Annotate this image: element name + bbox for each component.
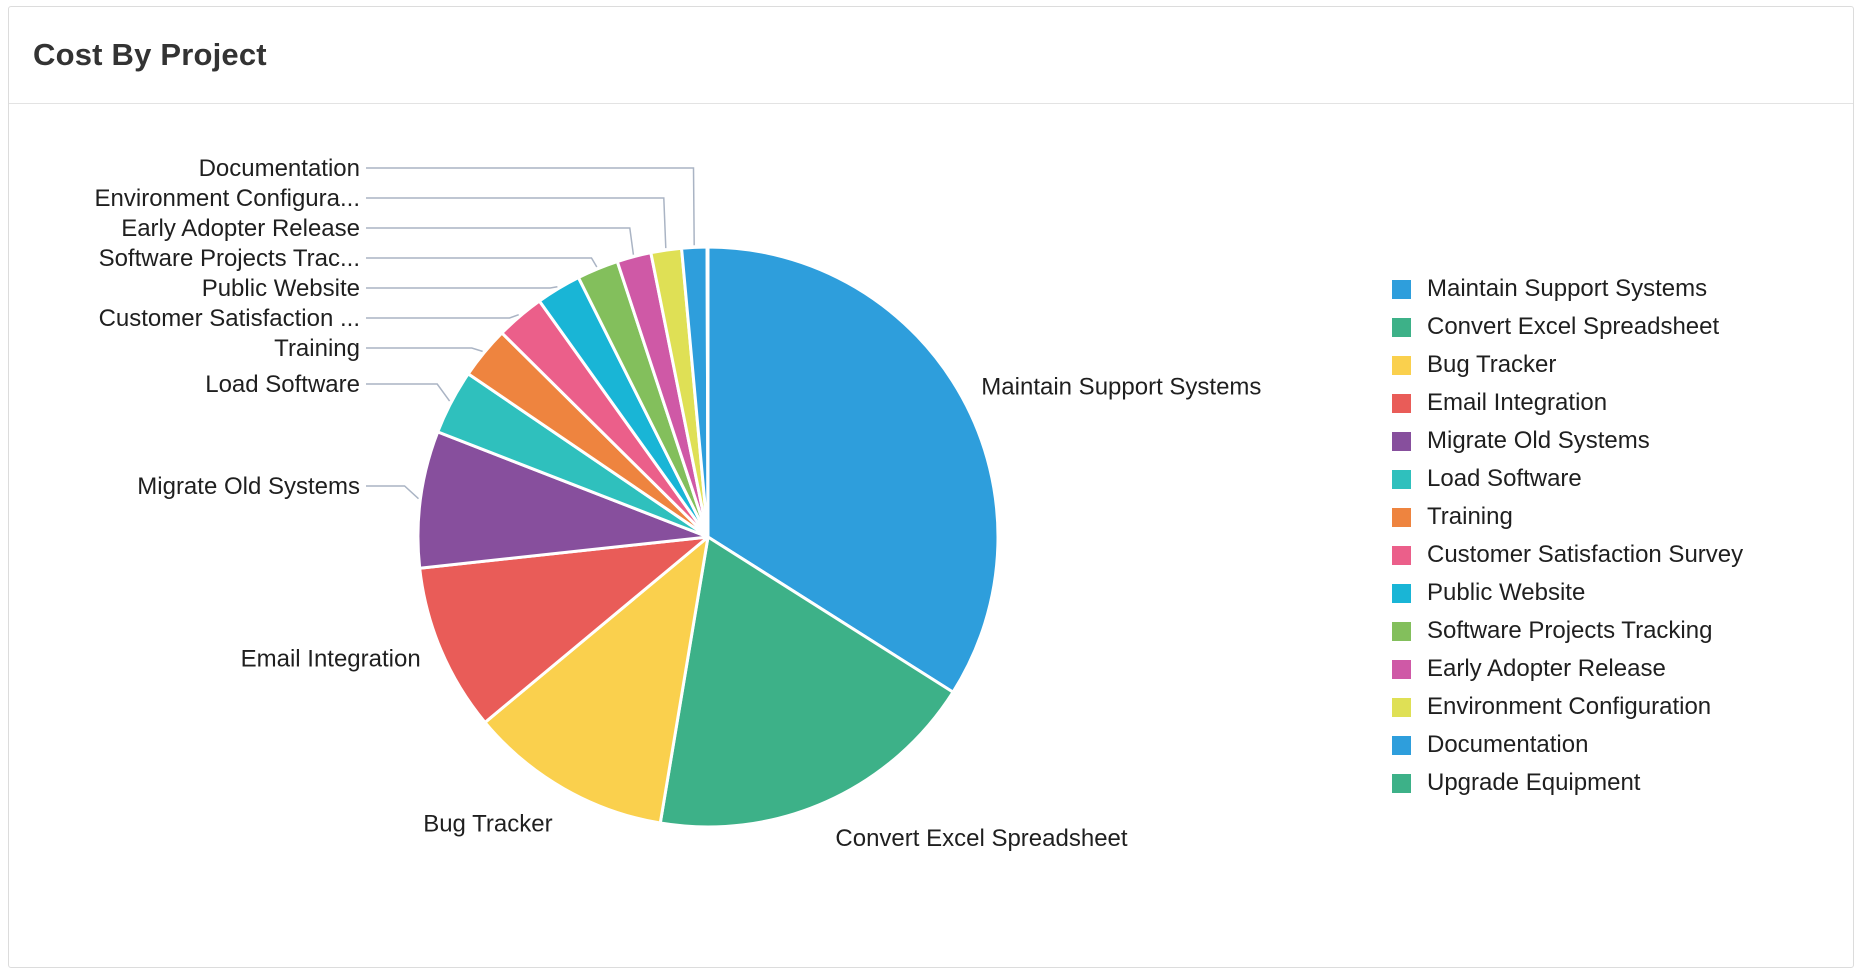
panel-title: Cost By Project [33,37,267,72]
legend-swatch [1392,621,1411,641]
pie-callouts: Maintain Support Systems Convert Excel Sp… [95,155,1262,852]
legend-item-upgrade-equipment[interactable]: Upgrade Equipment [1392,764,1743,802]
slice-label-bug-tracker: Bug Tracker [423,811,552,838]
legend-label: Maintain Support Systems [1427,275,1708,302]
legend-swatch [1392,393,1411,413]
legend-item-email-integration[interactable]: Email Integration [1392,384,1743,422]
legend-swatch [1392,507,1411,527]
legend-swatch [1392,431,1411,451]
callout-line-early-adopter-release [366,227,635,255]
legend-swatch [1392,583,1411,603]
callout-line-load-software [366,383,451,402]
legend-label: Public Website [1427,579,1586,606]
callout-line-software-projects-tracking [366,257,598,268]
slice-label-email-integration: Email Integration [241,646,421,673]
legend-item-bug-tracker[interactable]: Bug Tracker [1392,346,1743,384]
chart-legend: Maintain Support Systems Convert Excel Sp… [1392,270,1743,802]
legend-swatch [1392,469,1411,489]
pie-slice-email-integration[interactable] [418,535,710,724]
pie-slice-upgrade-equipment[interactable] [705,245,710,539]
callout-line-documentation [366,167,695,246]
pie-slice-maintain-support-systems[interactable] [706,245,1000,694]
callout-line-training [366,347,483,353]
legend-label: Customer Satisfaction Survey [1427,541,1744,568]
legend-label: Early Adopter Release [1427,655,1666,682]
slice-label-software-projects-tracking: Software Projects Trac... [99,245,360,272]
legend-label: Email Integration [1427,389,1608,416]
legend-item-load-software[interactable]: Load Software [1392,460,1743,498]
callout-line-migrate-old-systems [366,485,420,500]
slice-label-migrate-old-systems: Migrate Old Systems [137,473,360,500]
callout-line-public-website [366,286,558,289]
slice-label-training: Training [274,335,360,362]
legend-swatch [1392,317,1411,337]
legend-swatch [1392,697,1411,717]
pie-slice-migrate-old-systems[interactable] [416,430,710,570]
legend-label: Load Software [1427,465,1582,492]
slice-label-convert-excel-spreadsheet: Convert Excel Spreadsheet [835,825,1127,852]
legend-swatch [1392,355,1411,375]
legend-label: Training [1427,503,1513,530]
legend-item-public-website[interactable]: Public Website [1392,574,1743,612]
slice-label-load-software: Load Software [205,371,360,398]
legend-swatch [1392,773,1411,793]
callout-line-environment-configuration [366,197,667,249]
legend-item-training[interactable]: Training [1392,498,1743,536]
pie-slice-convert-excel-spreadsheet[interactable] [658,535,955,829]
legend-label: Convert Excel Spreadsheet [1427,313,1720,340]
slice-label-early-adopter-release: Early Adopter Release [121,215,360,242]
legend-label: Bug Tracker [1427,351,1557,378]
legend-item-convert-excel-spreadsheet[interactable]: Convert Excel Spreadsheet [1392,308,1743,346]
legend-item-documentation[interactable]: Documentation [1392,726,1743,764]
pie-slice-bug-tracker[interactable] [483,535,710,825]
legend-item-early-adopter-release[interactable]: Early Adopter Release [1392,650,1743,688]
legend-swatch [1392,545,1411,565]
callout-line-customer-satisfaction-survey [366,313,519,319]
legend-item-software-projects-tracking[interactable]: Software Projects Tracking [1392,612,1743,650]
legend-label: Documentation [1427,731,1589,758]
legend-label: Migrate Old Systems [1427,427,1650,454]
legend-swatch [1392,659,1411,679]
legend-label: Software Projects Tracking [1427,617,1713,644]
slice-label-documentation: Documentation [199,155,360,182]
legend-item-migrate-old-systems[interactable]: Migrate Old Systems [1392,422,1743,460]
slice-label-maintain-support-systems: Maintain Support Systems [981,374,1261,401]
legend-swatch [1392,279,1411,299]
legend-label: Environment Configuration [1427,693,1712,720]
legend-item-customer-satisfaction-survey[interactable]: Customer Satisfaction Survey [1392,536,1743,574]
legend-item-maintain-support-systems[interactable]: Maintain Support Systems [1392,270,1743,308]
legend-label: Upgrade Equipment [1427,769,1641,796]
slice-label-environment-configuration: Environment Configura... [95,185,360,212]
panel-header: Cost By Project [9,7,1853,104]
legend-item-environment-configuration[interactable]: Environment Configuration [1392,688,1743,726]
pie-slices [416,245,1000,829]
slice-label-customer-satisfaction-survey: Customer Satisfaction ... [99,305,360,332]
legend-swatch [1392,735,1411,755]
slice-label-public-website: Public Website [202,275,360,302]
